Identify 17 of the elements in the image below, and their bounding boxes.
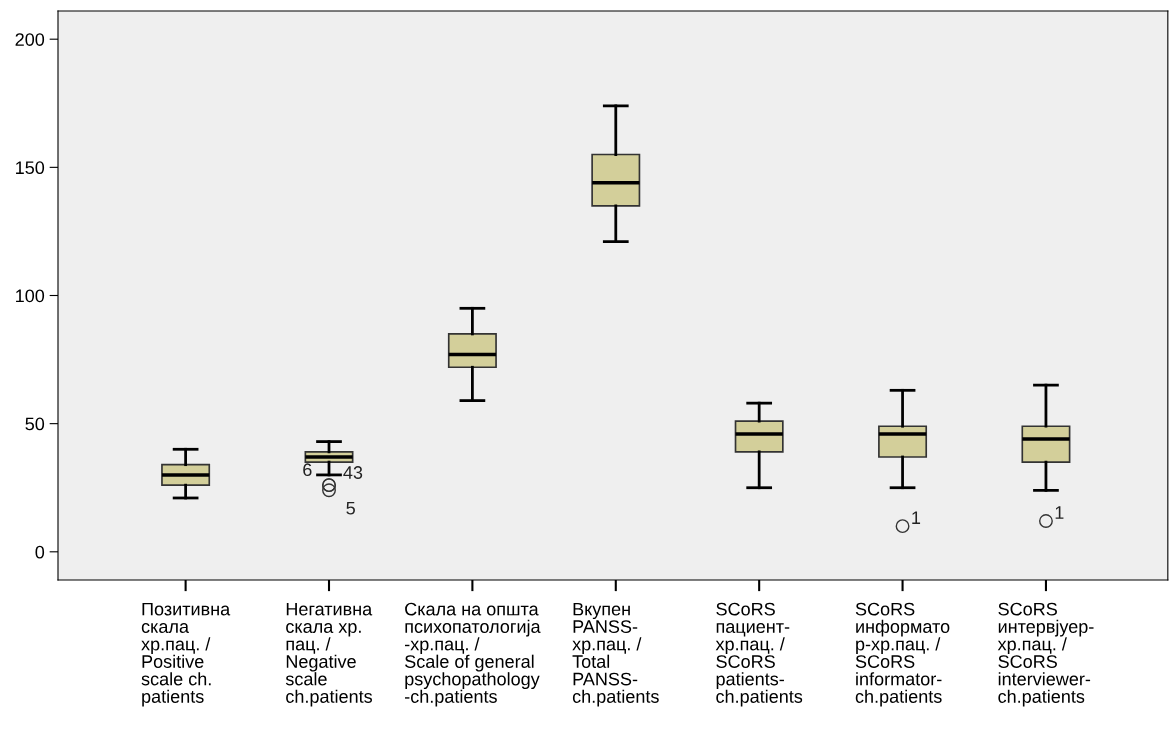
annotation: 6 [303, 463, 312, 477]
x-tick-label: Скала на општа психопатологија -хр.пац. / Scale of general psychopathology -ch.patients [405, 602, 541, 707]
y-tick-label: 150 [16, 161, 45, 175]
y-tick-label: 100 [16, 289, 45, 303]
annotation: 1 [912, 511, 921, 524]
x-tick-label: SCoRS информато р-хр.пац. / SCoRS informator- ch.patients [855, 602, 950, 707]
annotation: 5 [346, 501, 355, 515]
x-tick-label: Позитивна скала хр.пац. / Positive scale ch. patients [141, 602, 231, 707]
annotation: 43 [343, 466, 363, 479]
x-tick-label: SCoRS пациент- хр.пац. / SCoRS patients- ch.patients [715, 602, 803, 707]
y-tick-label: 0 [35, 545, 45, 559]
x-tick-label: Вкупен PANSS- хр.пац. / Total PANSS- ch.patients [572, 602, 659, 707]
y-tick-label: 200 [15, 33, 45, 46]
x-tick-label: SCoRS интервјуер- хр.пац. / SCoRS interviewer- ch.patients [997, 602, 1094, 707]
y-tick-label: 50 [25, 417, 45, 431]
annotation: 1 [1055, 506, 1064, 519]
x-tick-label: Негативна скала хр. пац. / Negative scale ch.patients [285, 602, 373, 707]
